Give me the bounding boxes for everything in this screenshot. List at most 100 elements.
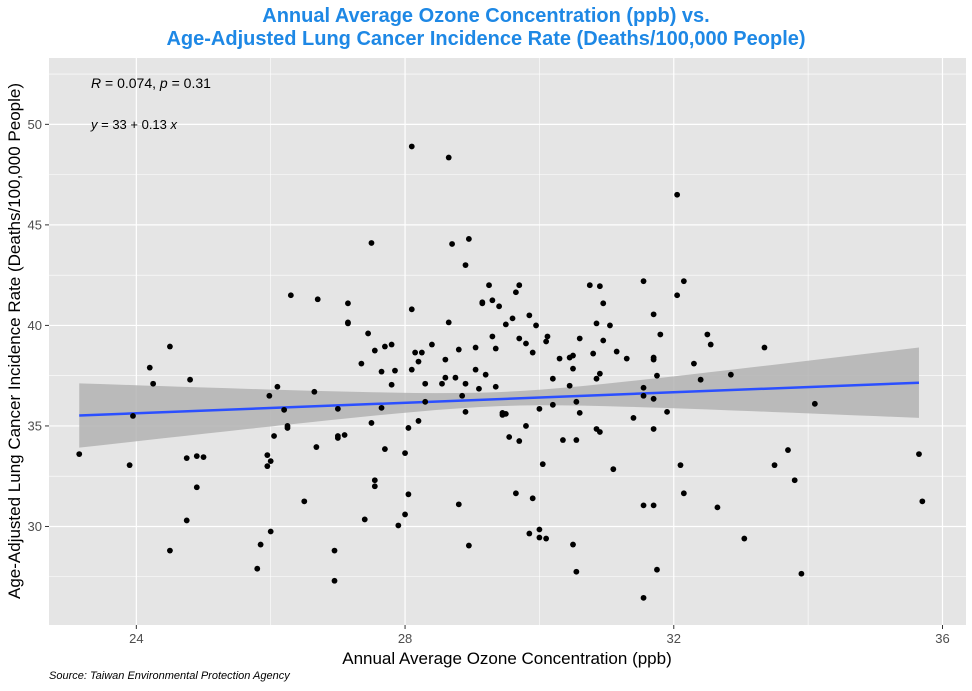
data-point (593, 320, 600, 327)
data-point (183, 455, 190, 462)
data-point (395, 522, 402, 529)
data-point (680, 490, 687, 497)
data-point (771, 462, 778, 469)
data-point (314, 296, 321, 303)
data-point (412, 349, 419, 356)
data-point (704, 331, 711, 338)
data-point (274, 383, 281, 390)
data-point (408, 143, 415, 150)
data-point (536, 526, 543, 533)
data-point (402, 511, 408, 518)
data-point (371, 477, 378, 484)
data-point (533, 322, 539, 329)
data-point (126, 462, 133, 469)
data-point (429, 341, 435, 348)
data-point (560, 437, 566, 443)
data-point (264, 452, 271, 459)
data-point (543, 338, 550, 345)
x-tick-label: 24 (129, 631, 143, 646)
data-point (415, 418, 422, 424)
data-point (529, 349, 536, 356)
data-point (334, 405, 341, 412)
data-point (489, 297, 496, 304)
data-point (556, 355, 563, 362)
data-point (654, 566, 660, 573)
data-point (586, 282, 593, 289)
data-point (529, 495, 536, 502)
data-point (365, 330, 372, 337)
data-point (402, 450, 408, 456)
data-point (492, 345, 499, 352)
data-point (640, 384, 647, 391)
data-point (455, 501, 462, 508)
data-point (650, 356, 657, 363)
data-point (526, 312, 533, 319)
data-point (368, 240, 375, 246)
data-point (472, 366, 479, 373)
data-point (445, 319, 452, 326)
data-point (167, 343, 173, 350)
data-point (526, 530, 533, 537)
data-point (358, 360, 365, 367)
data-point (459, 392, 466, 399)
data-point (576, 335, 583, 342)
data-point (916, 451, 922, 457)
data-point (523, 423, 529, 429)
data-point (455, 346, 462, 353)
data-point (301, 498, 308, 505)
data-point (570, 352, 576, 359)
data-point (462, 380, 469, 387)
data-point (146, 364, 153, 371)
data-point (381, 446, 388, 452)
data-point (378, 368, 385, 375)
data-point (405, 491, 412, 498)
data-point (371, 347, 378, 354)
data-point (334, 433, 341, 439)
data-point (284, 425, 291, 431)
data-point (785, 447, 791, 453)
data-point (193, 484, 200, 491)
data-point (707, 341, 714, 348)
data-points (76, 143, 926, 601)
data-point (650, 426, 657, 432)
data-point (640, 594, 647, 601)
data-point (613, 348, 620, 355)
data-point (422, 398, 429, 405)
data-point (630, 415, 637, 421)
data-point (543, 535, 550, 542)
data-point (677, 462, 684, 469)
regression-line (79, 381, 920, 417)
data-point (264, 463, 271, 470)
x-tick-label: 36 (935, 631, 949, 646)
data-point (287, 292, 294, 299)
data-point (512, 289, 519, 296)
data-point (266, 392, 273, 399)
data-point (640, 502, 647, 509)
plot-panel (49, 58, 966, 625)
data-point (680, 278, 687, 285)
data-point (506, 434, 513, 440)
data-point (130, 412, 136, 419)
data-point (361, 516, 368, 523)
data-point (388, 341, 395, 348)
data-point (281, 406, 288, 413)
data-point (381, 343, 388, 350)
data-point (573, 398, 580, 405)
data-point (405, 425, 412, 431)
data-point (418, 349, 425, 356)
data-point (479, 300, 486, 307)
data-point (570, 365, 576, 372)
data-point (486, 282, 492, 289)
data-point (331, 547, 338, 554)
data-point (811, 400, 818, 407)
regression-equation: y = 33 + 0.13 x (90, 117, 178, 132)
data-point (408, 306, 415, 313)
x-axis-label: Annual Average Ozone Concentration (ppb) (342, 649, 672, 668)
data-point (573, 568, 580, 575)
data-point (462, 262, 469, 268)
data-point (442, 356, 449, 363)
data-point (573, 437, 580, 443)
y-tick-label: 45 (28, 217, 42, 232)
data-point (650, 502, 657, 509)
data-point (516, 438, 523, 444)
